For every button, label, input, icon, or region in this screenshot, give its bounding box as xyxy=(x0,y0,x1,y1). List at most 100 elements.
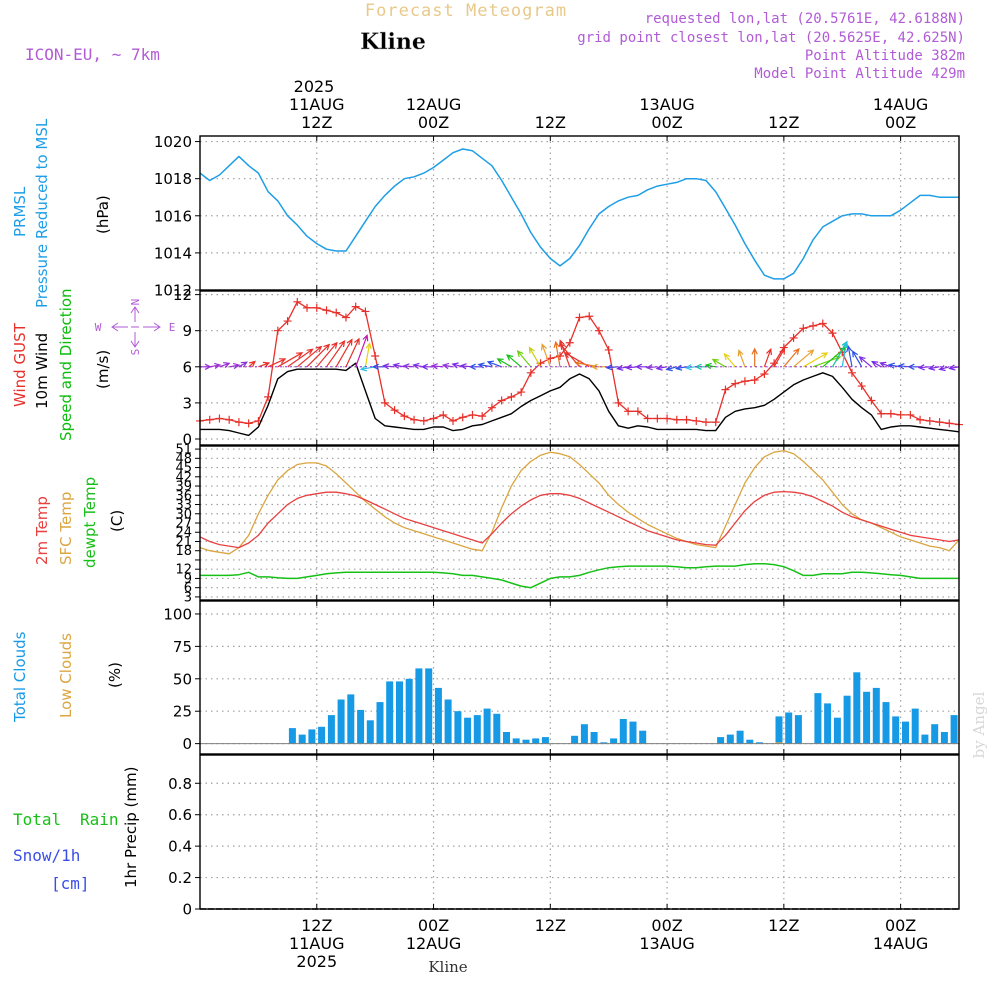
gust-marker xyxy=(410,415,419,424)
gust-marker xyxy=(449,416,457,425)
series-10m-wind xyxy=(200,362,960,437)
panel-frame xyxy=(199,290,960,446)
gust-marker xyxy=(877,409,886,418)
y-tick-label: 1014 xyxy=(154,244,192,262)
total-clouds-bar xyxy=(298,734,306,744)
wind-direction-arrow xyxy=(846,344,853,367)
bottom-date-label: 14AUG xyxy=(873,934,928,953)
total-clouds-bar xyxy=(337,699,345,744)
gust-marker xyxy=(215,414,224,423)
y-tick-label: 12 xyxy=(175,563,192,578)
wind-direction-arrow xyxy=(229,362,241,370)
total-clouds-bar xyxy=(473,715,481,744)
total-clouds-bar xyxy=(405,678,413,744)
label-snow-unit: [cm] xyxy=(51,874,90,893)
gust-marker xyxy=(283,317,292,326)
y-tick-label: 0.6 xyxy=(168,806,192,824)
total-clouds-bar xyxy=(357,709,365,744)
y-tick-label: 18 xyxy=(175,544,192,559)
gust-marker xyxy=(478,412,487,421)
wind-direction-arrow xyxy=(364,342,372,367)
y-tick-label: 42 xyxy=(175,470,192,485)
wind-direction-arrow xyxy=(851,350,863,368)
gust-marker xyxy=(750,376,759,385)
top-hour-label: 00Z xyxy=(885,113,916,132)
total-clouds-bar xyxy=(396,681,403,744)
y-tick-label: 45 xyxy=(175,461,192,476)
top-year: 2025 xyxy=(294,77,335,96)
y-tick-label: 24 xyxy=(175,526,192,541)
total-clouds-bar xyxy=(921,734,929,744)
gust-marker xyxy=(234,418,243,427)
wind-direction-arrow xyxy=(917,364,930,371)
requested-lonlat: requested lon,lat (20.5761E, 42.6188N) xyxy=(645,11,965,27)
total-clouds-bar xyxy=(756,742,763,744)
label-dewpt-temp: dewpt Temp xyxy=(81,477,99,568)
y-tick-label: 27 xyxy=(175,517,192,532)
y-tick-label: 50 xyxy=(173,670,192,688)
bottom-hour-label: 12Z xyxy=(768,916,799,935)
gust-marker xyxy=(351,302,360,311)
gust-marker xyxy=(857,382,866,391)
y-tick-label: 0.2 xyxy=(168,869,192,887)
gust-marker xyxy=(244,419,253,428)
total-clouds-bar xyxy=(843,695,851,744)
total-clouds-bar xyxy=(512,738,520,744)
total-clouds-bar xyxy=(785,712,793,744)
total-clouds-bar xyxy=(415,668,423,744)
total-clouds-bar xyxy=(639,730,647,744)
wind-direction-arrow xyxy=(773,347,786,368)
total-clouds-bar xyxy=(833,717,841,744)
gust-marker xyxy=(789,333,798,342)
total-clouds-bar xyxy=(522,739,530,744)
y-tick-label: 0 xyxy=(182,901,192,919)
gust-marker xyxy=(672,415,681,424)
wind-direction-arrow xyxy=(841,340,849,367)
y-tick-label: 30 xyxy=(175,507,192,522)
wind-direction-arrow xyxy=(316,341,338,368)
y-tick-label: 75 xyxy=(173,638,192,656)
wind-direction-arrow xyxy=(938,365,950,372)
wind-direction-arrow xyxy=(382,363,395,370)
total-clouds-bar xyxy=(746,739,754,744)
gust-marker xyxy=(293,297,302,306)
total-clouds-bar xyxy=(434,687,442,744)
gust-marker xyxy=(419,416,428,425)
total-clouds-bar xyxy=(600,742,608,744)
total-clouds-bar xyxy=(882,702,890,744)
wind-direction-arrow xyxy=(306,343,331,368)
gust-marker xyxy=(828,329,837,338)
gust-marker xyxy=(585,312,594,321)
total-clouds-bar xyxy=(425,668,433,744)
wind-direction-arrow xyxy=(528,346,542,368)
gust-marker xyxy=(760,370,769,379)
top-hour-label: 12Z xyxy=(768,113,799,132)
y-tick-label: 36 xyxy=(175,489,192,504)
total-clouds-bar xyxy=(327,715,335,744)
panel-frame xyxy=(199,754,960,910)
wind-direction-arrow xyxy=(267,358,287,368)
y-tick-label: 1020 xyxy=(154,133,192,151)
label-2m-temp: 2m Temp xyxy=(33,496,51,565)
total-clouds-bar xyxy=(629,721,637,744)
gust-marker xyxy=(624,407,633,416)
total-clouds-bar xyxy=(892,716,900,744)
series-sfc-temp xyxy=(199,449,960,555)
gust-marker xyxy=(225,415,234,424)
label-total: Total xyxy=(13,810,61,829)
total-clouds-bar xyxy=(318,726,326,744)
series-prmsl xyxy=(199,148,959,280)
compass-icon: N S W E xyxy=(95,299,176,356)
wind-direction-arrow xyxy=(711,358,726,368)
wind-direction-arrow xyxy=(812,355,842,368)
gust-marker xyxy=(663,414,672,423)
gust-marker xyxy=(682,415,691,424)
series-dewpt-temp xyxy=(200,562,959,589)
point-altitude: Point Altitude 382m xyxy=(805,48,965,64)
y-tick-label: 100 xyxy=(163,605,192,623)
wind-direction-arrow xyxy=(355,334,369,368)
total-clouds-bar xyxy=(950,715,958,744)
y-tick-label: 0.8 xyxy=(168,775,192,793)
gust-marker xyxy=(517,388,526,397)
top-date-label: 13AUG xyxy=(639,95,694,114)
